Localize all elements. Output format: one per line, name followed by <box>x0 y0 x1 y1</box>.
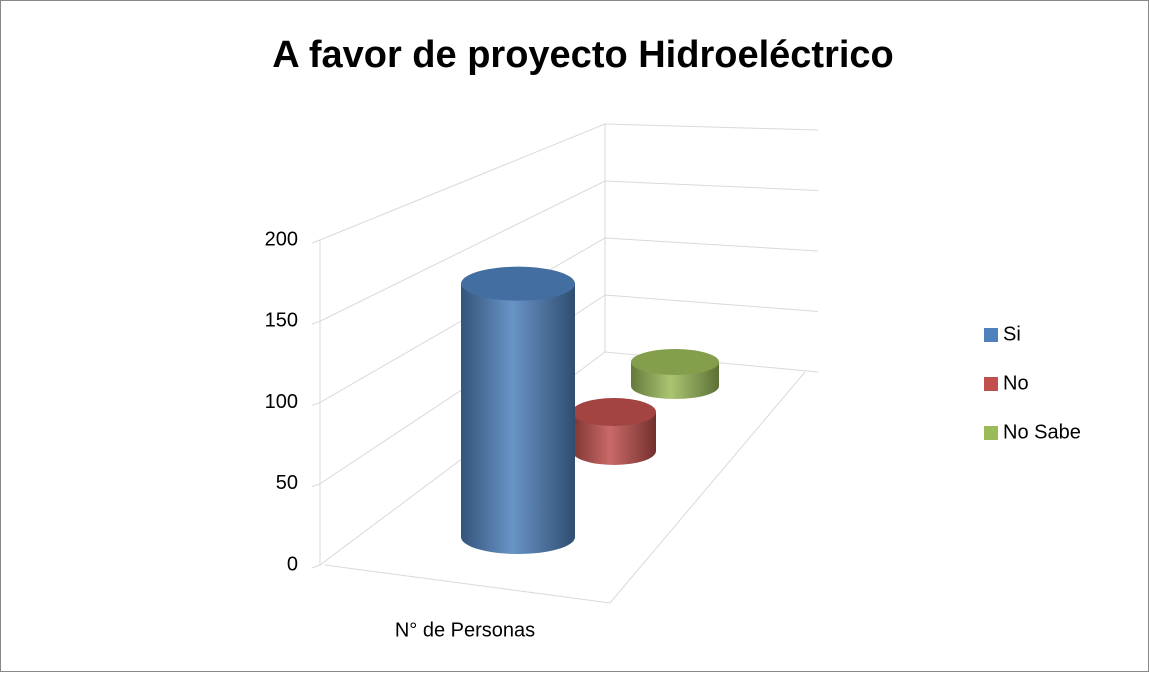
y-tick-label: 100 <box>265 391 298 413</box>
bar <box>461 283 575 554</box>
legend-label: No Sabe <box>1003 421 1081 443</box>
legend-swatch <box>984 377 998 391</box>
legend-swatch <box>984 328 998 342</box>
bar <box>572 412 656 465</box>
bar-top <box>572 398 656 426</box>
y-tick-label: 0 <box>287 553 298 575</box>
grid-line <box>311 123 819 244</box>
bar-top <box>461 266 575 301</box>
bar-top <box>631 349 719 376</box>
y-tick-label: 150 <box>265 310 298 332</box>
y-tick-label: 200 <box>265 228 298 250</box>
legend-label: No <box>1003 372 1029 394</box>
legend-swatch <box>984 426 998 440</box>
legend-label: Si <box>1003 323 1021 345</box>
x-tick-label: N° de Personas <box>395 619 535 641</box>
chart-title: A favor de proyecto Hidroeléctrico <box>272 34 894 76</box>
grid-line <box>311 180 819 325</box>
y-tick-label: 50 <box>276 472 298 494</box>
floor <box>324 371 806 604</box>
